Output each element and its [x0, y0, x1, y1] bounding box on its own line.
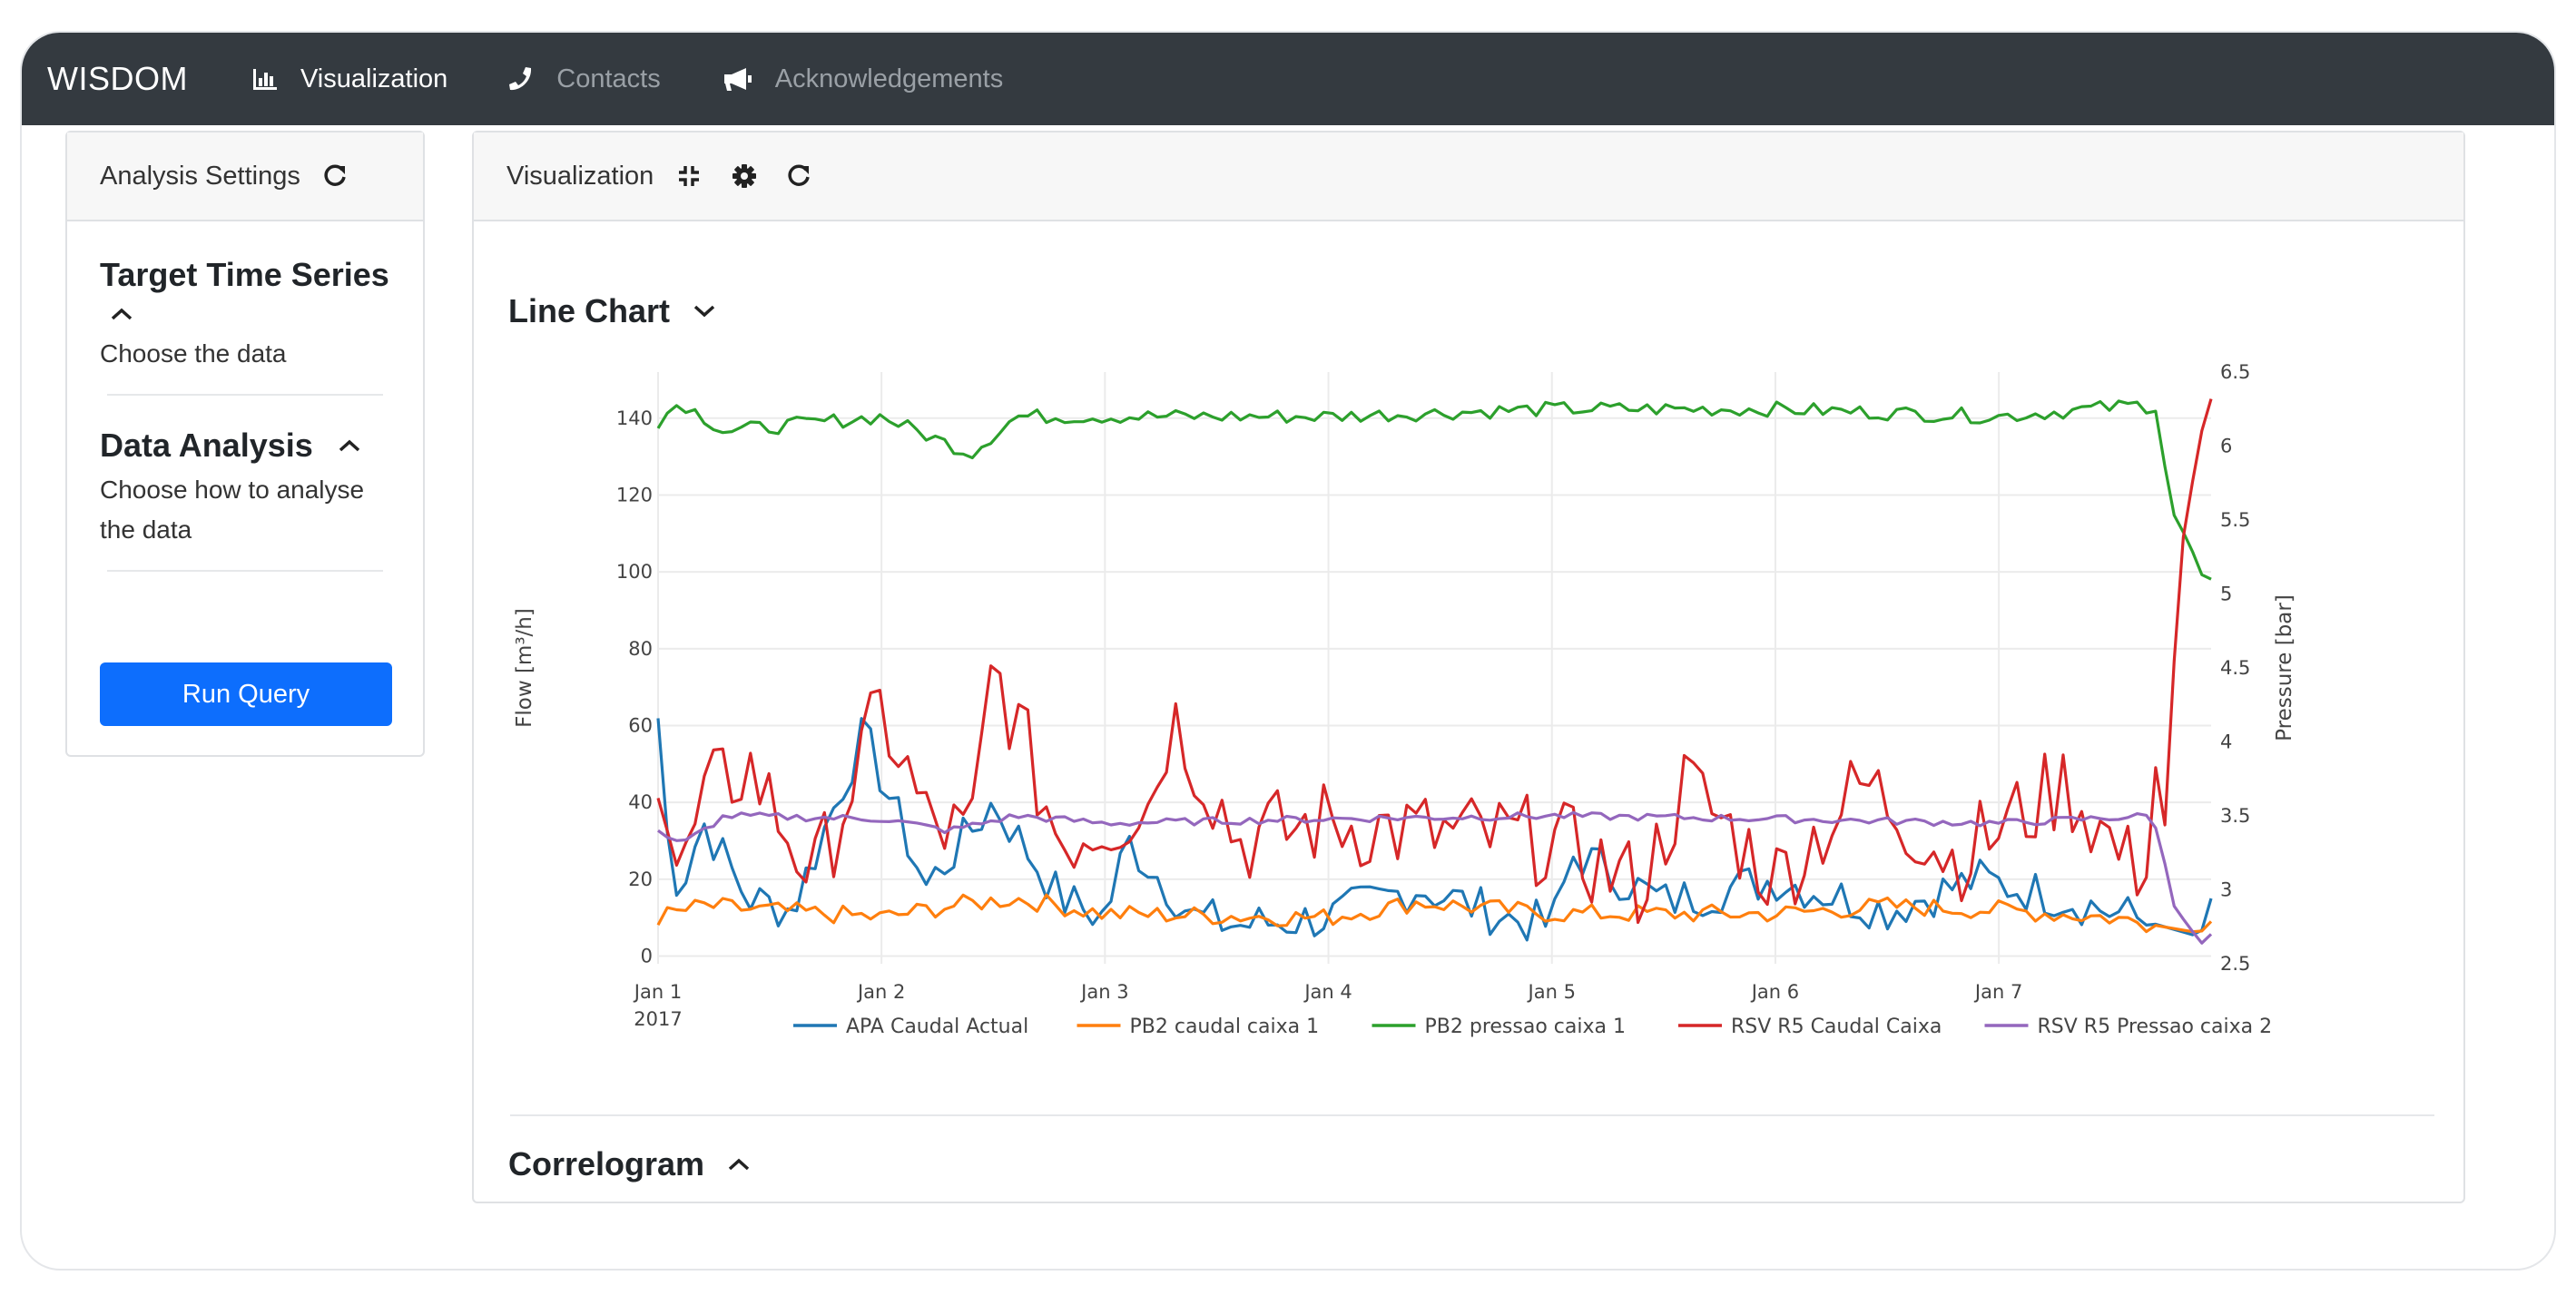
refresh-icon[interactable] — [324, 164, 348, 188]
line-chart-title: Line Chart — [508, 292, 671, 329]
series-line — [656, 398, 2213, 925]
nav-acknowledgements-label: Acknowledgements — [774, 64, 1004, 93]
legend-label: PB2 caudal caixa 1 — [1130, 1016, 1320, 1038]
y-right-tick-label: 6.5 — [2220, 361, 2250, 383]
y-left-tick-label: 60 — [628, 715, 653, 737]
legend-label: PB2 pressao caixa 1 — [1425, 1016, 1626, 1038]
correlogram-title: Correlogram — [508, 1145, 705, 1182]
data-analysis-title-row[interactable]: Data Analysis — [100, 427, 390, 465]
nav-acknowledgements[interactable]: Acknowledgements — [723, 64, 1003, 94]
data-analysis-title: Data Analysis — [100, 427, 313, 464]
analysis-settings-card: Analysis Settings Target Time Series Cho… — [65, 131, 425, 757]
visualization-title: Visualization — [506, 161, 654, 191]
run-query-button[interactable]: Run Query — [100, 662, 392, 726]
gear-icon[interactable] — [732, 163, 757, 189]
section-divider — [107, 394, 383, 396]
y-right-axis-title: Pressure [bar] — [2273, 594, 2296, 741]
x-tick-label: Jan 2 — [856, 981, 905, 1003]
analysis-settings-header: Analysis Settings — [67, 132, 423, 221]
x-tick-label: Jan 1 — [633, 981, 682, 1003]
y-left-tick-label: 40 — [628, 791, 653, 813]
x-tick-label: Jan 7 — [1973, 981, 2022, 1003]
chart-divider — [510, 1114, 2434, 1116]
bar-chart-icon — [252, 69, 277, 90]
refresh-icon[interactable] — [788, 164, 811, 188]
nav-contacts-label: Contacts — [556, 64, 661, 93]
line-chart-toggle[interactable]: Line Chart — [508, 292, 715, 330]
legend-label: RSV R5 Caudal Caixa — [1731, 1016, 1942, 1038]
data-analysis-desc-line-1: Choose how to analyse — [100, 476, 365, 504]
section-divider — [107, 570, 383, 572]
nav-visualization-label: Visualization — [300, 64, 448, 93]
megaphone-icon — [723, 68, 752, 91]
x-tick-label: Jan 6 — [1750, 981, 1799, 1003]
target-time-series-section: Target Time Series Choose the data — [67, 221, 423, 374]
x-tick-label: Jan 3 — [1079, 981, 1128, 1003]
legend-label: APA Caudal Actual — [846, 1016, 1028, 1038]
correlogram-toggle[interactable]: Correlogram — [508, 1145, 750, 1183]
target-time-series-title[interactable]: Target Time Series — [100, 256, 389, 293]
nav-contacts[interactable]: Contacts — [509, 64, 661, 94]
nav-visualization[interactable]: Visualization — [251, 64, 447, 94]
navbar: WISDOM Visualization Contacts Acknowledg — [22, 33, 2554, 125]
compress-icon[interactable] — [677, 164, 701, 188]
series-line — [657, 810, 2213, 945]
y-left-tick-label: 0 — [641, 946, 653, 967]
y-right-tick-label: 3 — [2220, 879, 2232, 901]
chevron-down-icon — [693, 305, 715, 318]
y-left-tick-label: 80 — [628, 638, 653, 660]
phone-icon — [509, 67, 532, 91]
x-tick-label: Jan 4 — [1303, 981, 1352, 1003]
y-left-tick-label: 100 — [616, 561, 653, 583]
series-line — [656, 893, 2213, 934]
y-right-tick-label: 5.5 — [2220, 509, 2250, 531]
y-right-tick-label: 3.5 — [2220, 805, 2250, 827]
y-right-tick-label: 6 — [2220, 436, 2232, 457]
chevron-up-icon[interactable] — [111, 307, 133, 321]
target-time-series-desc: Choose the data — [100, 339, 287, 368]
visualization-card: Visualization — [472, 131, 2465, 1203]
series-line — [656, 399, 2212, 581]
analysis-settings-title: Analysis Settings — [100, 161, 300, 191]
visualization-header: Visualization — [474, 132, 2463, 221]
legend-label: RSV R5 Pressao caixa 2 — [2038, 1016, 2273, 1038]
y-left-tick-label: 140 — [616, 407, 653, 429]
y-left-axis-title: Flow [m³/h] — [513, 608, 536, 728]
y-left-tick-label: 120 — [616, 484, 653, 505]
line-chart[interactable]: 0 20 40 60 80 100 120 140 2.5 3 3.5 4 4.5 5 5.5 6 6.5 Jan… — [474, 132, 2463, 1040]
chevron-up-icon — [728, 1158, 750, 1171]
data-analysis-section: Data Analysis Choose how to analyse the … — [67, 396, 423, 550]
brand[interactable]: WISDOM — [47, 60, 188, 97]
data-analysis-desc-line-2: the data — [100, 515, 192, 544]
y-right-tick-label: 4.5 — [2220, 657, 2250, 679]
x-tick-sublabel: 2017 — [634, 1008, 682, 1030]
y-right-tick-label: 4 — [2220, 731, 2232, 753]
y-left-tick-label: 20 — [628, 868, 653, 890]
y-right-tick-label: 2.5 — [2220, 953, 2250, 975]
chevron-up-icon[interactable] — [339, 438, 360, 453]
y-right-tick-label: 5 — [2220, 584, 2232, 605]
x-tick-label: Jan 5 — [1527, 981, 1576, 1003]
